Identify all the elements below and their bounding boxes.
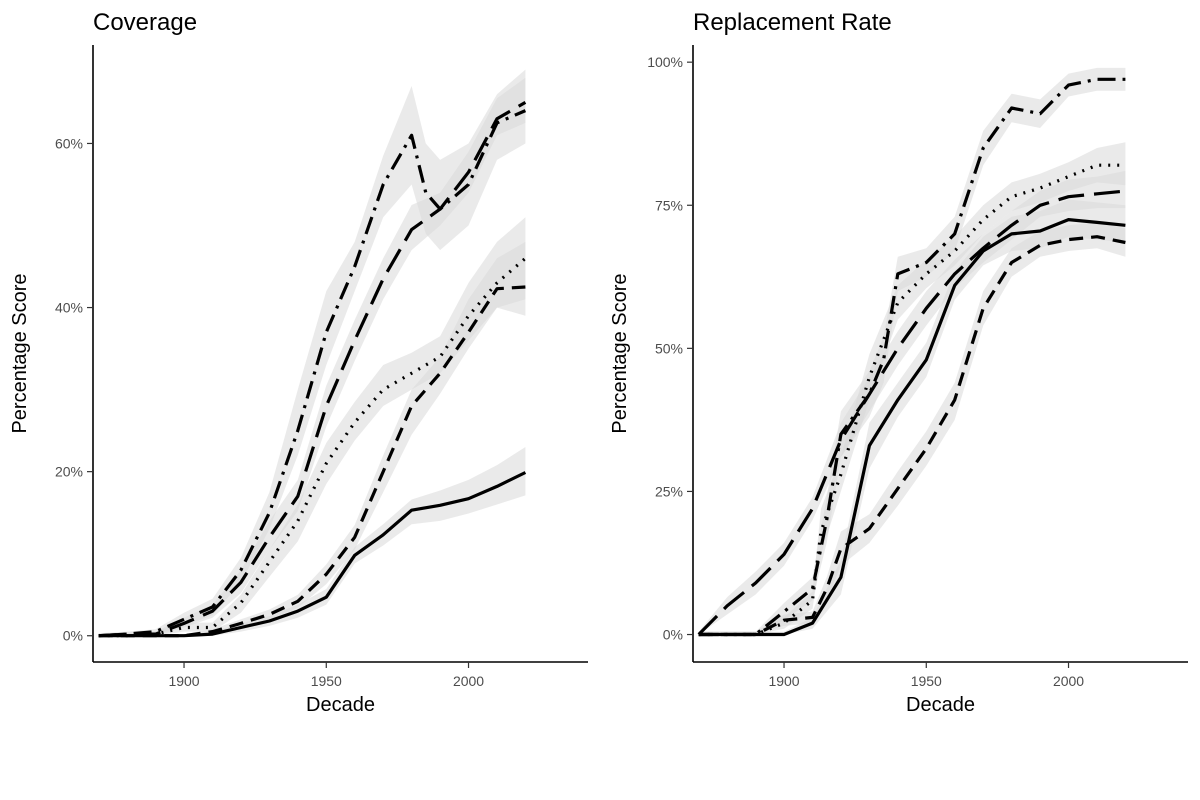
x-tick-label: 2000 — [1053, 673, 1084, 689]
series-line-5 — [698, 77, 1126, 637]
x-tick-label: 1950 — [311, 673, 342, 689]
series-line-4 — [698, 163, 1126, 637]
chart-title: Replacement Rate — [693, 9, 892, 36]
confidence-band-1 — [98, 447, 526, 636]
confidence-band-3 — [98, 217, 526, 636]
x-tick-label: 1950 — [911, 673, 942, 689]
chart-title: Coverage — [93, 9, 197, 36]
y-tick-label: 40% — [55, 300, 83, 316]
series-line-2 — [698, 235, 1126, 637]
panel-coverage: 0% 20% 40% 60% 1900 1950 2000 Coverage Decade Per… — [9, 9, 588, 716]
y-tick-label: 0% — [663, 627, 683, 643]
confidence-band-4 — [98, 77, 526, 636]
series-line-1 — [698, 218, 1126, 637]
x-tick-label: 2000 — [453, 673, 484, 689]
y-tick-label: 60% — [55, 135, 83, 151]
series-line-5 — [98, 109, 527, 638]
confidence-band-5 — [698, 67, 1126, 635]
y-axis-title: Percentage Score — [9, 273, 31, 433]
x-axis-title: Decade — [306, 694, 375, 716]
series-line-2 — [98, 285, 526, 638]
y-tick-label: 0% — [63, 628, 83, 644]
y-tick-label: 100% — [647, 54, 683, 70]
y-tick-label: 50% — [655, 340, 683, 356]
series-line-3 — [697, 189, 1126, 636]
y-tick-label: 20% — [55, 464, 83, 480]
y-axis-title: Percentage Score — [609, 273, 631, 433]
y-tick-label: 25% — [655, 483, 683, 499]
confidence-band-5 — [98, 69, 526, 636]
series-line-4 — [98, 101, 527, 638]
x-tick-label: 1900 — [768, 673, 799, 689]
x-axis-title: Decade — [906, 694, 975, 716]
y-tick-label: 75% — [655, 197, 683, 213]
panel-replacement-rate: 0% 25% 50% 75% 100% 1900 1950 2000 Replacement R… — [609, 9, 1188, 716]
x-tick-label: 1900 — [168, 673, 199, 689]
